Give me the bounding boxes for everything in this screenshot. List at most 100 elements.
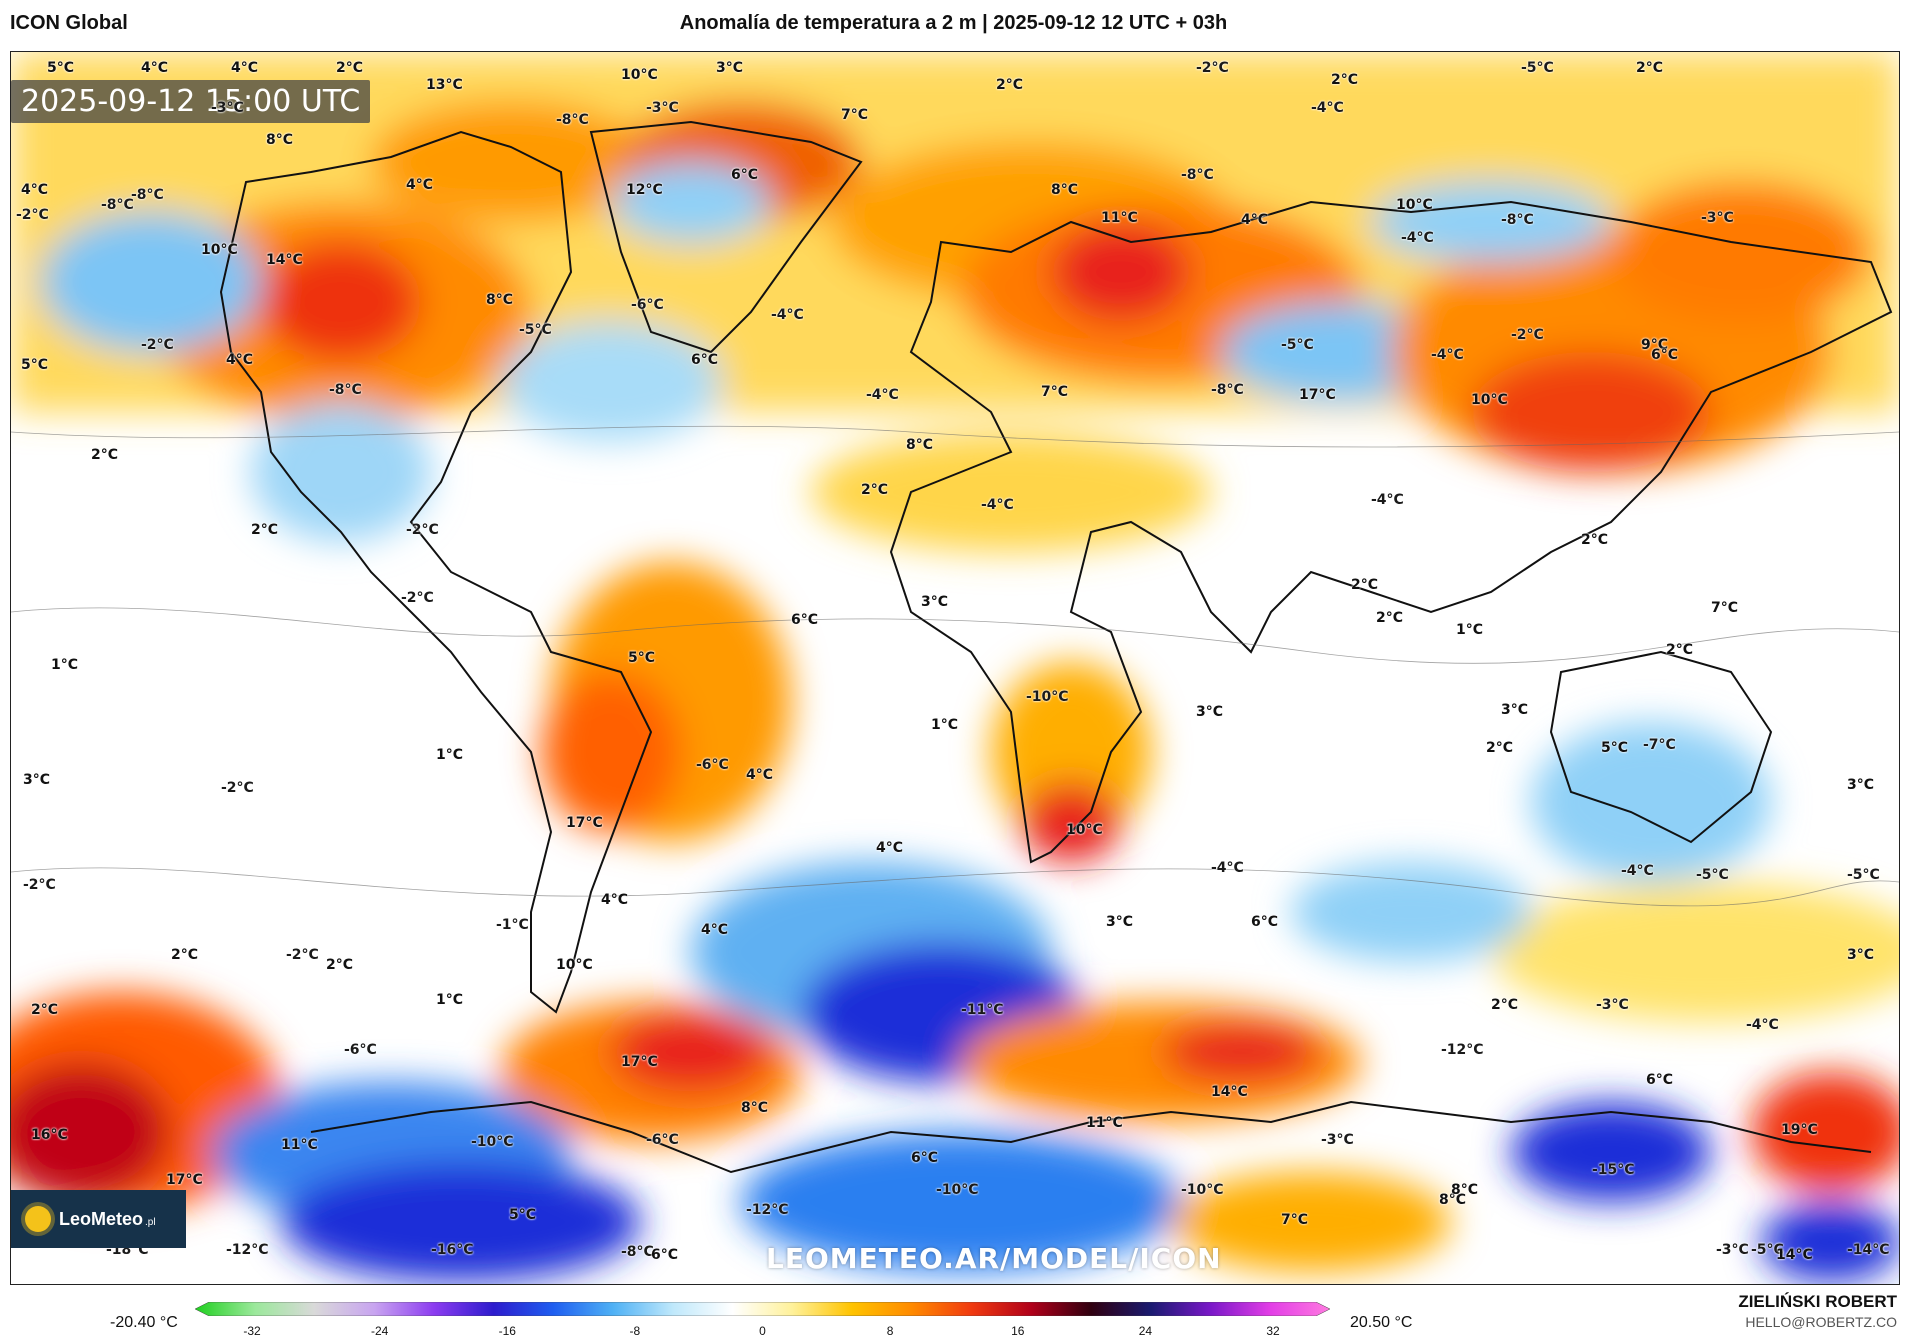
anomaly-label: 2°C xyxy=(336,60,364,76)
leometeo-logo[interactable]: LeoMeteo .pl xyxy=(11,1190,186,1248)
anomaly-label: -5°C xyxy=(1696,867,1729,883)
anomaly-label: -12°C xyxy=(1441,1042,1484,1058)
anomaly-label: 7°C xyxy=(841,107,869,123)
anomaly-label: 17°C xyxy=(621,1054,658,1070)
anomaly-label: 3°C xyxy=(1847,947,1875,963)
anomaly-label: 6°C xyxy=(791,612,819,628)
anomaly-label: 5°C xyxy=(628,650,656,666)
anomaly-label: 2°C xyxy=(1491,997,1519,1013)
anomaly-label: 8°C xyxy=(266,132,294,148)
anomaly-label: -2°C xyxy=(221,780,254,796)
anomaly-label: 4°C xyxy=(21,182,49,198)
anomaly-label: -3°C xyxy=(1596,997,1629,1013)
author-credit: ZIELIŃSKI ROBERT xyxy=(1738,1292,1897,1311)
anomaly-label: 13°C xyxy=(426,77,463,93)
anomaly-label: 3°C xyxy=(921,594,949,610)
anomaly-label: -10°C xyxy=(1026,689,1069,705)
anomaly-label: 5°C xyxy=(21,357,49,373)
map-frame[interactable]: 2025-09-12 15:00 UTC 5°C 4°C 4°C 2°C 13°C 10°… xyxy=(10,51,1900,1285)
anomaly-label: 3°C xyxy=(716,60,744,76)
anomaly-label: 2°C xyxy=(861,482,889,498)
anomaly-label: 4°C xyxy=(876,840,904,856)
anomaly-label: -15°C xyxy=(1592,1162,1635,1178)
anomaly-label: 4°C xyxy=(226,352,254,368)
anomaly-label: 3°C xyxy=(1196,704,1224,720)
anomaly-label: 4°C xyxy=(701,922,729,938)
anomaly-label: 6°C xyxy=(1251,914,1279,930)
anomaly-label: -5°C xyxy=(1847,867,1880,883)
anomaly-label: 14°C xyxy=(266,252,303,268)
anomaly-label: 17°C xyxy=(1299,387,1336,403)
anomaly-label: -7°C xyxy=(1643,737,1676,753)
anomaly-label: 4°C xyxy=(231,60,259,76)
anomaly-label: 2°C xyxy=(1331,72,1359,88)
anomaly-label: -8°C xyxy=(329,382,362,398)
scale-tick: 24 xyxy=(1138,1324,1153,1338)
anomaly-label: 8°C xyxy=(1439,1192,1467,1208)
anomaly-label: 3°C xyxy=(1106,914,1134,930)
map-title: Anomalía de temperatura a 2 m | 2025-09-… xyxy=(679,12,1228,34)
anomaly-label: 3°C xyxy=(23,772,51,788)
scale-min-label: -20.40 °C xyxy=(110,1314,178,1331)
anomaly-label: -3°C xyxy=(1321,1132,1354,1148)
anomaly-label: -11°C xyxy=(961,1002,1004,1018)
anomaly-label: 4°C xyxy=(141,60,169,76)
anomaly-label: 1°C xyxy=(436,747,464,763)
anomaly-label: 2°C xyxy=(1376,610,1404,626)
anomaly-label: -4°C xyxy=(771,307,804,323)
anomaly-label: -3°C xyxy=(1716,1242,1749,1258)
anomaly-label: 14°C xyxy=(1211,1084,1248,1100)
anomaly-label: -4°C xyxy=(1211,860,1244,876)
sun-icon xyxy=(25,1206,51,1232)
anomaly-label: 7°C xyxy=(1711,600,1739,616)
scale-tick: -32 xyxy=(243,1324,261,1338)
anomaly-label: -12°C xyxy=(226,1242,269,1258)
anomaly-label: 2°C xyxy=(1636,60,1664,76)
anomaly-label: 6°C xyxy=(651,1247,679,1263)
anomaly-label: 11°C xyxy=(1101,210,1138,226)
anomaly-label: -6°C xyxy=(696,757,729,773)
anomaly-label: -4°C xyxy=(1401,230,1434,246)
anomaly-label: -3°C xyxy=(646,100,679,116)
color-bar xyxy=(195,1302,1330,1316)
contour-lines xyxy=(11,425,1899,907)
anomaly-label: 1°C xyxy=(51,657,79,673)
anomaly-label: 1°C xyxy=(1456,622,1484,638)
anomaly-label: -12°C xyxy=(746,1202,789,1218)
anomaly-label: 2°C xyxy=(1581,532,1609,548)
anomaly-label: -14°C xyxy=(1847,1242,1890,1258)
anomaly-label: 8°C xyxy=(1051,182,1079,198)
scale-tick: 16 xyxy=(1011,1324,1025,1338)
anomaly-label: 2°C xyxy=(91,447,119,463)
anomaly-label: 2°C xyxy=(1486,740,1514,756)
anomaly-label: 12°C xyxy=(626,182,663,198)
anomaly-label: 17°C xyxy=(566,815,603,831)
author-email[interactable]: HELLO@ROBERTZ.CO xyxy=(1745,1314,1897,1330)
anomaly-label: -5°C xyxy=(1281,337,1314,353)
anomaly-label: 6°C xyxy=(731,167,759,183)
anomaly-label: -4°C xyxy=(1431,347,1464,363)
anomaly-label: -8°C xyxy=(1211,382,1244,398)
anomaly-label: -2°C xyxy=(401,590,434,606)
anomaly-label: -8°C xyxy=(101,197,134,213)
anomaly-label: 10°C xyxy=(1066,822,1103,838)
scale-tick: 0 xyxy=(759,1324,766,1338)
anomaly-label: 17°C xyxy=(166,1172,203,1188)
anomaly-label: 1°C xyxy=(931,717,959,733)
temperature-anomaly-map[interactable] xyxy=(11,52,1899,1284)
anomaly-label: -8°C xyxy=(621,1244,654,1260)
scale-max-label: 20.50 °C xyxy=(1350,1314,1413,1331)
anomaly-label: -4°C xyxy=(1746,1017,1779,1033)
anomaly-label: -1°C xyxy=(496,917,529,933)
logo-tld: .pl xyxy=(145,1216,156,1228)
anomaly-label: -5°C xyxy=(1751,1242,1784,1258)
anomaly-label: 10°C xyxy=(1471,392,1508,408)
color-scale: -20.40 °C -32 -24 -16 -8 0 8 16 24 32 20.50 °C xyxy=(0,1290,1907,1339)
anomaly-label: 6°C xyxy=(1646,1072,1674,1088)
anomaly-label: 10°C xyxy=(621,67,658,83)
anomaly-label: 19°C xyxy=(1781,1122,1818,1138)
anomaly-label: -4°C xyxy=(981,497,1014,513)
scale-tick: 32 xyxy=(1266,1324,1280,1338)
anomaly-label: -4°C xyxy=(1621,863,1654,879)
anomaly-label: -3°C xyxy=(211,100,244,116)
